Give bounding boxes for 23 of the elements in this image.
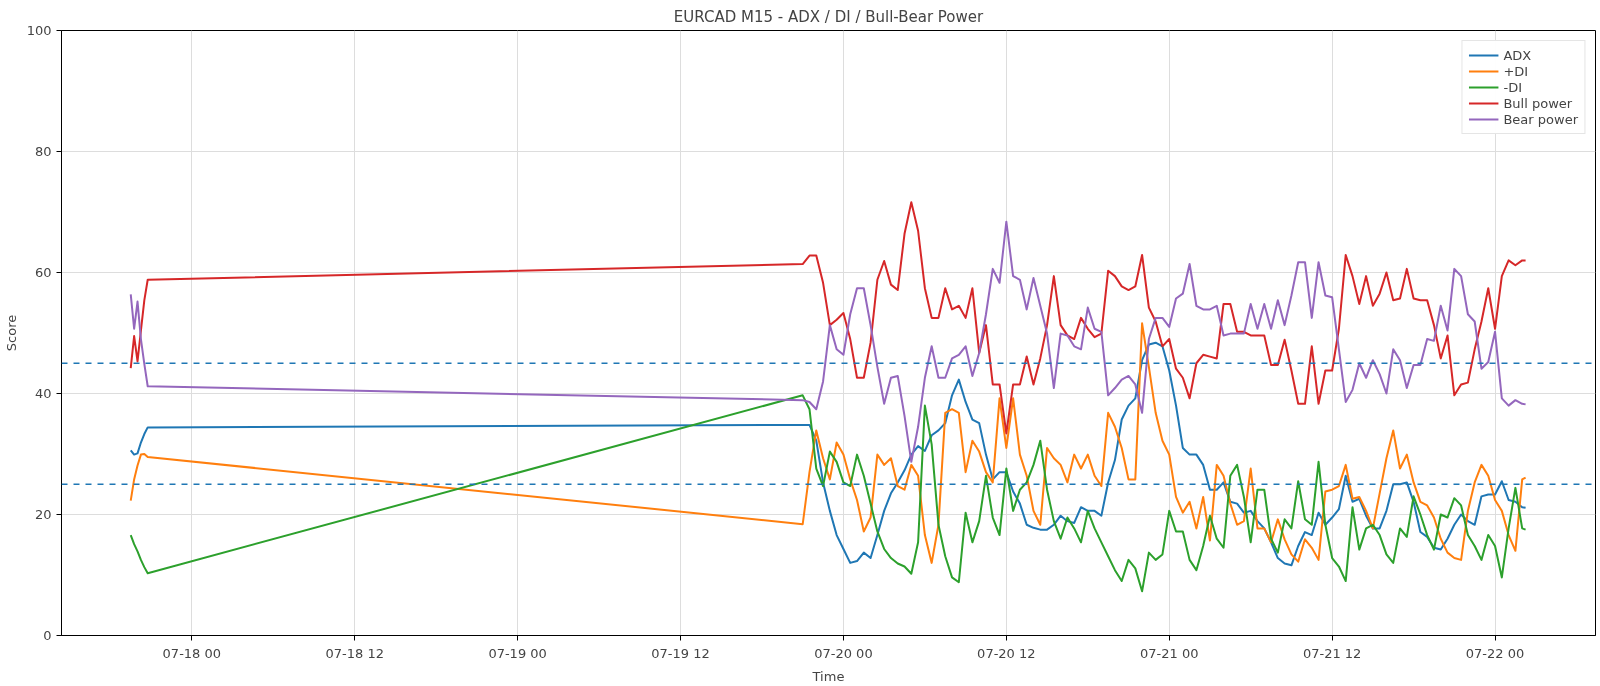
x-tick-label: 07-18 00 <box>162 645 222 661</box>
x-tick-label: 07-21 12 <box>1302 645 1362 661</box>
y-tick-label: 60 <box>34 265 52 280</box>
x-tick-label: 07-22 00 <box>1465 645 1525 661</box>
x-tick-label: 07-21 00 <box>1140 645 1199 661</box>
x-axis-title: Time <box>811 668 845 684</box>
legend-label: ADX <box>1503 47 1532 63</box>
x-tick-label: 07-20 00 <box>814 645 873 661</box>
x-tick-label: 07-20 12 <box>977 645 1036 661</box>
x-tick-label: 07-18 12 <box>325 645 384 661</box>
legend-label: -DI <box>1503 79 1523 95</box>
legend-label: +DI <box>1503 63 1529 79</box>
y-axis-title: Score <box>3 314 19 352</box>
x-tick-label: 07-19 00 <box>488 645 547 661</box>
legend-label: Bull power <box>1503 95 1573 111</box>
y-tick-label: 40 <box>34 386 52 401</box>
y-tick-label: 80 <box>34 144 52 159</box>
legend-label: Bear power <box>1503 111 1578 127</box>
y-tick-label: 0 <box>43 628 52 643</box>
x-tick-label: 07-19 12 <box>651 645 710 661</box>
chart-title: EURCAD M15 - ADX / DI / Bull-Bear Power <box>673 7 985 26</box>
y-tick-label: 100 <box>26 23 52 38</box>
y-tick-label: 20 <box>34 507 52 522</box>
